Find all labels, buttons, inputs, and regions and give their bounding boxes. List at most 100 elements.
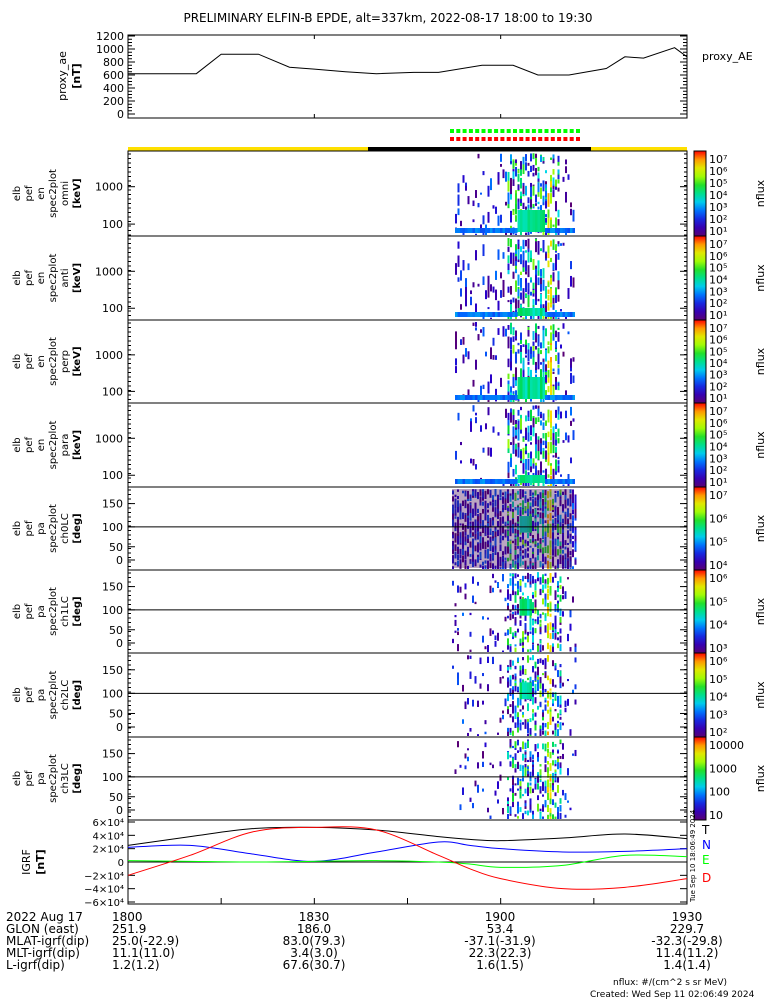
spectrogram-cell	[557, 406, 560, 413]
spectrogram-cell	[470, 290, 472, 295]
spectrogram-cell	[549, 578, 552, 583]
spectrogram-cell	[497, 521, 499, 528]
spectrogram-cell	[520, 198, 522, 204]
spectrogram-cell	[559, 541, 562, 546]
spectrogram-cell	[534, 513, 537, 517]
spectrogram-cell	[497, 328, 500, 335]
spectrogram-cell	[477, 543, 479, 551]
spectrogram-cell	[507, 180, 510, 192]
spectrogram-cell	[495, 312, 498, 317]
spectrogram-cell	[477, 334, 480, 341]
spectrogram-cell	[515, 166, 517, 177]
spectrogram-cell	[472, 540, 474, 546]
spectrogram-cell	[552, 799, 554, 806]
spectrogram-cell	[562, 395, 565, 400]
spectrogram-cell	[467, 479, 470, 484]
spectrogram-cell	[555, 452, 557, 458]
spectrogram-cell	[475, 312, 478, 317]
spectrogram-cell	[522, 457, 525, 465]
spectrogram-cell	[542, 805, 544, 812]
spectrogram-cell	[492, 656, 494, 665]
spectrogram-ytick-label: 0	[116, 721, 123, 734]
spectrogram-cell	[544, 573, 547, 576]
spectrogram-cell	[567, 678, 569, 682]
spectrogram-cell	[502, 527, 504, 533]
spectrogram-cell	[489, 501, 492, 506]
spectrogram-cell	[459, 586, 462, 593]
spectrogram-cell	[525, 282, 527, 290]
spectrogram-cell	[497, 632, 499, 641]
spectrogram-cell	[514, 764, 517, 768]
spectrogram-cell	[497, 799, 499, 804]
spectrogram-cell	[512, 694, 514, 700]
spectrogram-cell	[534, 720, 537, 729]
spectrogram-cell	[482, 566, 484, 569]
spectrogram-cell	[547, 602, 549, 607]
spectrogram-cell	[569, 499, 572, 504]
spectrogram-cell	[557, 812, 559, 819]
spectrogram-cell	[542, 330, 545, 341]
spectrogram-cell	[452, 534, 454, 539]
spectrogram-cell	[462, 684, 464, 692]
spectrogram-cell	[555, 446, 557, 453]
spectrogram-cell	[557, 564, 559, 569]
colorbar-tick-label: 10¹	[709, 225, 727, 238]
spectrogram-cell	[540, 377, 543, 399]
spectrogram-cell	[530, 314, 532, 319]
spectrogram-cell	[477, 542, 479, 545]
spectrogram-cell	[487, 685, 489, 692]
spectrogram-cell	[464, 530, 467, 536]
spectrogram-cell	[537, 705, 539, 710]
spectrogram-cell	[524, 496, 527, 501]
spectrogram-cell	[507, 312, 510, 317]
spectrogram-label-line: elb	[12, 437, 23, 452]
spectrogram-cell	[540, 187, 542, 199]
spectrogram-cell	[560, 312, 563, 317]
spectrogram-cell	[524, 516, 527, 533]
spectrogram-cell	[540, 438, 542, 444]
spectrogram-cell	[530, 346, 532, 354]
spectrogram-cell	[459, 554, 462, 559]
spectrogram-cell	[554, 792, 557, 797]
spectrogram-cell	[569, 556, 572, 563]
spectrogram-cell	[514, 532, 517, 536]
spectrogram-cell	[487, 286, 490, 298]
spectrogram-cell	[562, 479, 565, 484]
green-mark	[462, 129, 467, 133]
spectrogram-cell	[525, 470, 527, 476]
spectrogram-cell	[525, 250, 527, 253]
spectrogram-cell	[542, 481, 545, 486]
spectrogram-cell	[507, 479, 510, 484]
spectrogram-cell	[517, 442, 520, 448]
spectrogram-cell	[519, 670, 522, 676]
spectrogram-cell	[554, 629, 557, 633]
spectrogram-cell	[504, 546, 507, 555]
spectrogram-cell	[532, 481, 535, 486]
spectrogram-cell	[540, 269, 542, 276]
spectrogram-cell	[527, 810, 529, 816]
spectrogram-cell	[530, 210, 533, 232]
spectrogram-cell	[514, 534, 517, 541]
spectrogram-cell	[475, 322, 477, 327]
spectrogram-cell	[527, 718, 529, 722]
spectrogram-cell	[479, 536, 482, 545]
spectrogram-cell	[552, 228, 555, 233]
spectrogram-cell	[517, 712, 519, 719]
spectrogram-cell	[489, 815, 492, 819]
spectrogram-cell	[539, 613, 542, 619]
spectrogram-label-line: en	[36, 187, 47, 200]
spectrogram-ytick-label: 100	[102, 385, 123, 398]
spectrogram-cell	[504, 557, 507, 560]
spectrogram-cell	[540, 183, 542, 187]
spectrogram-cell	[484, 560, 487, 564]
spectrogram-cell	[532, 210, 535, 232]
spectrogram-cell	[549, 785, 552, 792]
spectrogram-cell	[542, 210, 545, 232]
x-row-label: GLON (east)	[6, 922, 79, 936]
spectrogram-cell	[559, 709, 562, 715]
spectrogram-cell	[567, 435, 570, 443]
spectrogram-cell	[462, 175, 465, 183]
spectrogram-cell	[557, 581, 559, 586]
colorbar-tick-label: 10⁶	[709, 334, 728, 347]
spectrogram-cell	[537, 512, 539, 518]
